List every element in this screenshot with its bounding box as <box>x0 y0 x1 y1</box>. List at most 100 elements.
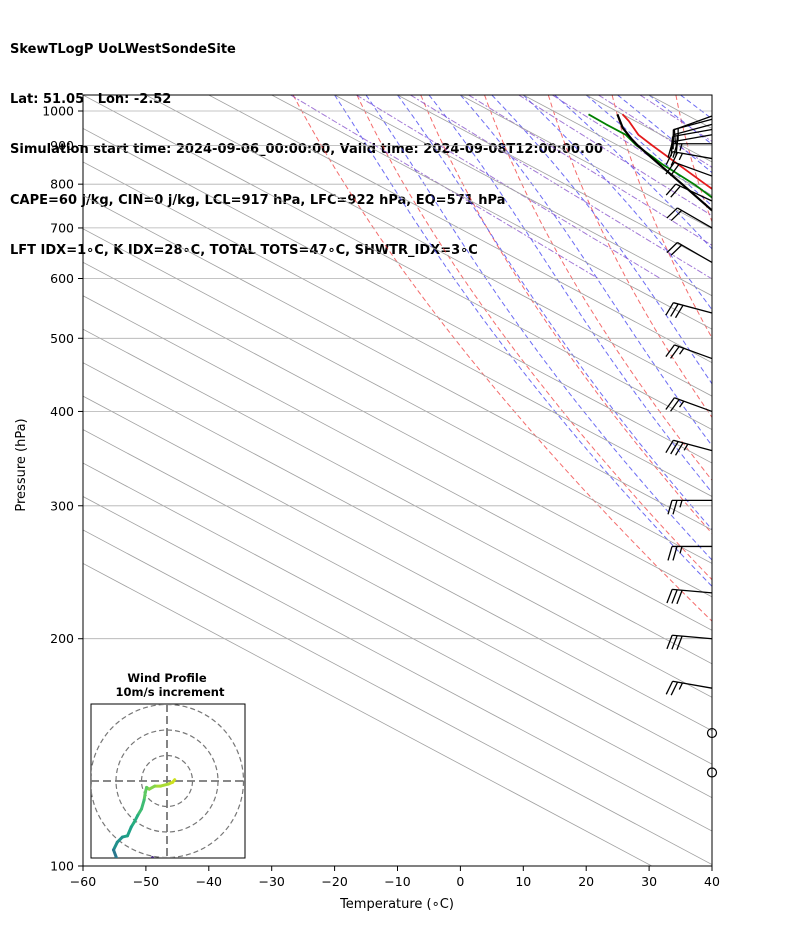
mixing-ratio-line <box>468 95 712 246</box>
y-tick-label: 700 <box>50 220 74 235</box>
isotherm <box>83 161 712 497</box>
wind-barbs <box>665 115 718 778</box>
x-tick-label: 0 <box>456 874 464 889</box>
moist-adiabat <box>617 95 712 174</box>
isotherm <box>83 395 712 732</box>
isotherm <box>83 128 712 464</box>
isotherm <box>460 95 712 230</box>
wind-barb <box>665 183 713 202</box>
isotherm <box>334 95 712 297</box>
moist-adiabat <box>491 95 712 385</box>
isotherm <box>83 228 712 564</box>
moist-adiabat <box>334 95 712 588</box>
dry-adiabat <box>740 95 794 866</box>
dry-adiabat <box>292 95 712 622</box>
isotherm <box>208 95 712 364</box>
moist-adiabat <box>397 95 712 531</box>
parcel-profile <box>616 113 712 212</box>
wind-barb <box>667 143 712 158</box>
isotherm <box>775 95 794 866</box>
plot-area <box>83 95 794 866</box>
isotherm <box>83 295 712 631</box>
wind-barb <box>665 680 713 696</box>
y-tick-label: 100 <box>50 859 74 874</box>
hodograph-segment <box>112 848 119 858</box>
isotherm <box>523 95 712 196</box>
x-tick-label: 40 <box>704 874 720 889</box>
hodograph-segment <box>125 878 130 883</box>
mixing-ratio-line <box>410 95 712 279</box>
chart-title-block: SkewTLogP UoLWestSondeSite Lat: 51.05 Lo… <box>10 8 603 277</box>
wind-barb <box>666 588 713 605</box>
dewpoint-profile <box>588 113 712 199</box>
mixing-ratio-line <box>356 95 661 279</box>
moist-adiabat <box>648 95 712 145</box>
mixing-ratio-line <box>518 95 712 217</box>
wind-barb <box>665 397 713 413</box>
moist-adiabat <box>460 95 712 447</box>
dry-adiabat <box>611 95 712 339</box>
moist-adiabat <box>522 95 712 311</box>
y-tick-label: 200 <box>50 631 74 646</box>
y-tick-label: 800 <box>50 177 74 192</box>
moist-adiabat <box>365 95 712 561</box>
isotherm <box>83 194 712 531</box>
moist-adiabat <box>585 95 712 207</box>
isotherm <box>83 462 712 799</box>
moist-adiabat <box>680 95 712 120</box>
y-tick-label: 400 <box>50 404 74 419</box>
x-tick-label: 20 <box>578 874 594 889</box>
x-tick-label: 30 <box>641 874 657 889</box>
isotherm <box>586 95 712 163</box>
y-tick-label: 300 <box>50 498 74 513</box>
axes: −60 −50 −40 −30 −20 −10 0 10 20 30 40 100 200 300 400 5… <box>42 103 720 889</box>
hodograph-segment <box>117 860 120 864</box>
hodograph-segment <box>126 825 133 838</box>
isotherm <box>83 529 712 866</box>
cape-line: CAPE=60 j/kg, CIN=0 j/kg, LCL=917 hPa, L… <box>10 192 506 208</box>
x-tick-label: 10 <box>515 874 531 889</box>
hodograph-title: Wind Profile <box>127 671 207 685</box>
dry-adiabat <box>547 95 712 419</box>
isotherm <box>145 95 712 397</box>
x-tick-label: −30 <box>259 874 285 889</box>
hodograph-segment <box>150 856 154 858</box>
hodograph-subtitle: 10m/s increment <box>116 685 225 699</box>
wind-barb <box>665 161 713 177</box>
dry-adiabat <box>675 95 712 224</box>
dry-adiabat <box>484 95 712 482</box>
isotherm <box>397 95 712 263</box>
isotherm <box>83 328 712 665</box>
hodograph-segment <box>140 798 146 811</box>
isotherm <box>83 496 712 832</box>
y-axis-label: Pressure (hPa) <box>14 418 29 511</box>
y-tick-label: 600 <box>50 271 74 286</box>
y-tick-label: 1000 <box>42 103 74 118</box>
y-tick-label: 500 <box>50 331 74 346</box>
isotherm <box>711 95 712 96</box>
wind-barb <box>667 499 712 515</box>
chart-title: SkewTLogP UoLWestSondeSite <box>10 41 236 57</box>
isotherm <box>83 261 712 598</box>
isotherm <box>83 562 652 866</box>
isotherm <box>648 95 712 129</box>
wind-barb <box>665 150 713 166</box>
wind-barb <box>665 439 713 456</box>
indices-line: LFT IDX=1∘C, K IDX=28∘C, TOTAL TOTS=47∘C… <box>10 243 478 259</box>
isotherm <box>83 362 712 698</box>
x-axis-label: Temperature (∘C) <box>339 897 454 912</box>
moist-adiabat <box>428 95 712 494</box>
wind-barb <box>666 634 713 650</box>
mixing-ratio-line <box>639 95 712 142</box>
wind-barb <box>667 545 712 561</box>
y-tick-label: 900 <box>50 138 74 153</box>
hodograph-ring <box>91 704 245 858</box>
temperature-profile <box>621 113 712 190</box>
x-tick-label: −40 <box>196 874 222 889</box>
mixing-ratio-line <box>598 95 712 168</box>
calm-wind-marker <box>706 727 718 739</box>
calm-wind-marker <box>706 767 718 778</box>
x-tick-label: −60 <box>70 874 96 889</box>
